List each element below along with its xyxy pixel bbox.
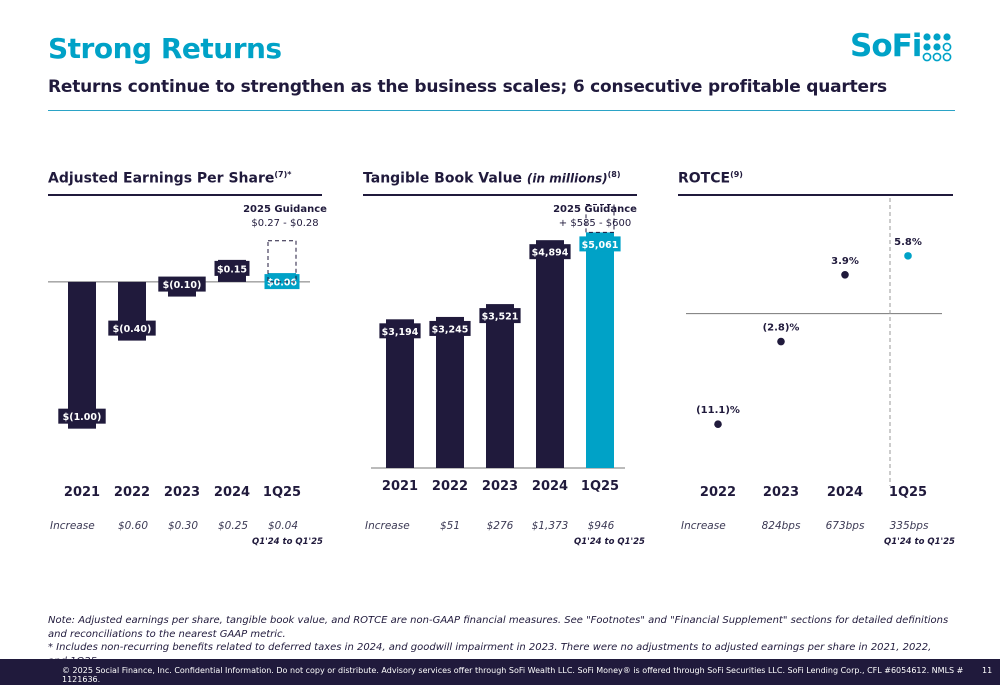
bar-value-label-bg <box>158 276 206 292</box>
x-tick-label: 2022 <box>700 485 736 500</box>
bar-value-label-bg <box>479 308 521 324</box>
point-value-label: 3.9% <box>831 256 859 267</box>
eps-increase-value: $0.60 <box>117 520 149 532</box>
rotce-increase-sub: Q1'24 to Q1'25 <box>884 537 955 547</box>
eps-guidance: 2025 Guidance $0.27 - $0.28 <box>243 204 327 229</box>
eps-panel-title: Adjusted Earnings Per Share(7)* <box>48 170 292 187</box>
tbv-panel-divider <box>363 194 637 196</box>
point-value-label: (11.1)% <box>696 405 740 416</box>
x-tick-label: 2024 <box>532 479 568 494</box>
bar <box>586 232 614 468</box>
footer-disclaimer: © 2025 Social Finance, Inc. Confidential… <box>62 666 964 684</box>
tbv-increase-value: $1,373 <box>531 520 569 532</box>
page-number: 11 <box>982 666 993 675</box>
x-tick-label: 1Q25 <box>889 485 927 500</box>
bar-value-label: $(0.40) <box>113 324 152 335</box>
bar-value-label: $5,061 <box>582 240 619 251</box>
tbv-panel-title: Tangible Book Value (in millions)(8) <box>363 170 621 187</box>
rotce-chart: (11.1)% 2022 (2.8)% 2023 3.9% 2024 5.8% 1Q25 <box>686 198 942 500</box>
tbv-increase-value: $51 <box>439 520 461 532</box>
bar-value-label-bg <box>579 236 621 252</box>
eps-increase-value: $0.04 <box>267 520 299 532</box>
data-point <box>841 270 849 279</box>
eps-increase-value: $0.30 <box>167 520 199 532</box>
data-point <box>777 337 785 346</box>
data-point <box>904 252 912 260</box>
page-title: Strong Returns <box>48 32 282 65</box>
x-tick-label: 2023 <box>763 485 799 500</box>
bar-value-label-bg <box>214 260 250 276</box>
x-tick-label: 1Q25 <box>263 485 301 500</box>
bar-value-label: $3,521 <box>482 312 519 323</box>
note-line-1: Note: Adjusted earnings per share, tangi… <box>48 615 949 640</box>
bar-value-label: $3,194 <box>382 327 419 338</box>
bar <box>436 316 464 468</box>
bar <box>68 281 96 429</box>
bar-value-label: $(1.00) <box>63 412 102 423</box>
page-subtitle: Returns continue to strengthen as the bu… <box>48 77 887 97</box>
eps-chart: $(1.00) 2021 $(0.40) 2022 $(0.10) 2023 $0.15 20… <box>48 240 310 500</box>
eps-increase-value: $0.25 <box>217 520 249 532</box>
tbv-increase-label: Increase <box>365 520 410 532</box>
bar-value-label-bg <box>58 408 106 424</box>
footer-bar: © 2025 Social Finance, Inc. Confidential… <box>0 659 1000 685</box>
bar-value-label: $(0.10) <box>163 280 202 291</box>
point-value-label: 5.8% <box>894 237 922 248</box>
eps-increase-label: Increase <box>50 520 95 532</box>
bar <box>536 240 564 468</box>
x-tick-label: 2024 <box>214 485 250 500</box>
guidance-box <box>267 240 297 283</box>
rotce-panel-title: ROTCE(9) <box>678 170 743 187</box>
point-value-label: (2.8)% <box>763 323 800 334</box>
rotce-increase-label: Increase <box>681 520 726 532</box>
bar-value-label: $0.06 <box>267 278 297 289</box>
guidance-box <box>585 203 615 233</box>
tbv-increase-value: $276 <box>486 520 514 532</box>
bar-value-label: $3,245 <box>432 324 469 335</box>
rotce-panel-divider <box>678 194 953 196</box>
bar-value-label-bg <box>529 244 571 260</box>
bar <box>486 304 514 468</box>
eps-increase-sub: Q1'24 to Q1'25 <box>252 537 323 547</box>
eps-panel-divider <box>48 194 322 196</box>
x-tick-label: 2023 <box>482 479 518 494</box>
x-tick-label: 2022 <box>432 479 468 494</box>
bar-value-label-bg <box>379 323 421 339</box>
x-tick-label: 2022 <box>114 485 150 500</box>
x-tick-label: 2021 <box>64 485 100 500</box>
bar <box>386 319 414 468</box>
tbv-increase-sub: Q1'24 to Q1'25 <box>574 537 645 547</box>
x-tick-label: 2024 <box>827 485 863 500</box>
title-divider <box>48 110 955 111</box>
rotce-increase-value: 673bps <box>825 520 865 532</box>
bar-value-label-bg <box>264 274 300 290</box>
bar-value-label-bg <box>108 320 156 336</box>
rotce-increase-value: 335bps <box>889 520 929 532</box>
bar-value-label-bg <box>429 320 471 336</box>
logo-text: SoFi <box>850 28 922 64</box>
x-tick-label: 2023 <box>164 485 200 500</box>
rotce-increase-value: 824bps <box>761 520 801 532</box>
bar-value-label: $4,894 <box>532 248 569 259</box>
bar-value-label: $0.15 <box>217 264 247 275</box>
tbv-chart: $3,194 2021 $3,245 2022 $3,521 2023 $4,894 2024… <box>371 203 625 494</box>
x-tick-label: 1Q25 <box>581 479 619 494</box>
tbv-guidance: 2025 Guidance + $585 - $600 <box>553 204 637 229</box>
x-tick-label: 2021 <box>382 479 418 494</box>
data-point <box>714 420 722 428</box>
tbv-increase-value: $946 <box>587 520 615 532</box>
logo-dots-icon <box>922 33 952 62</box>
